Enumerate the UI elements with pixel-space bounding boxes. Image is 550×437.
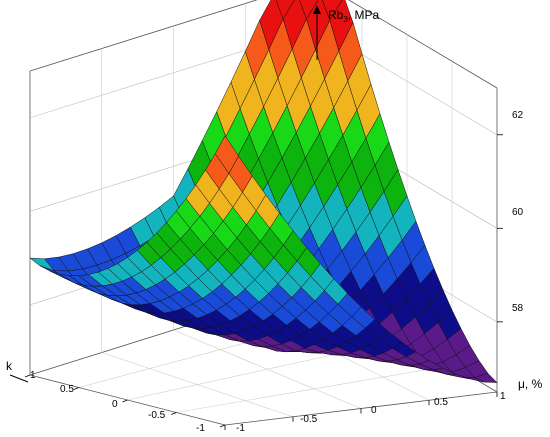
mu-axis-label: μ, % xyxy=(518,377,543,391)
mu-tick-labels: -1 -0.5 0 0.5 1 xyxy=(236,391,506,434)
k-tick-1: 1 xyxy=(30,370,36,381)
k-tick-mark-4 xyxy=(24,374,31,378)
k-tick-0: 0 xyxy=(112,399,118,410)
z-tick-62: 62 xyxy=(512,110,524,121)
k-axis-label: k xyxy=(6,359,13,373)
k-tick-mark-0 xyxy=(219,424,226,428)
k-tick-mark-1 xyxy=(171,412,177,415)
surface-mesh xyxy=(29,0,498,383)
k-tick-mark-2 xyxy=(122,399,128,403)
mu-tick-1: 1 xyxy=(500,391,506,402)
z-axis-label-suffix: , MPa xyxy=(348,8,380,22)
z-tick-60: 60 xyxy=(512,207,524,218)
z-axis-label: Rb3, MPa xyxy=(328,8,379,24)
z-axis-label-sub: 3 xyxy=(343,15,348,24)
mu-tick-neg0.5: -0.5 xyxy=(300,414,318,425)
k-tick-neg1: -1 xyxy=(196,423,205,434)
mu-tick-0: 0 xyxy=(371,405,377,416)
z-tick-58: 58 xyxy=(512,303,524,314)
mu-tick-neg1: -1 xyxy=(236,423,245,434)
z-tick-labels: 62 60 58 xyxy=(512,110,524,314)
k-axis-line xyxy=(9,374,29,383)
mu-tick-0.5: 0.5 xyxy=(434,397,448,408)
k-tick-mark-3 xyxy=(73,387,79,390)
k-tick-neg0.5: -0.5 xyxy=(148,410,166,421)
z-axis-label-main: Rb xyxy=(328,8,344,22)
k-tick-0.5: 0.5 xyxy=(60,384,74,395)
k-tick-labels: 1 0.5 0 -0.5 -1 xyxy=(30,370,205,434)
surface-cell xyxy=(215,135,239,174)
z-axis-arrowhead xyxy=(313,5,321,14)
plot-box-front xyxy=(24,134,503,430)
